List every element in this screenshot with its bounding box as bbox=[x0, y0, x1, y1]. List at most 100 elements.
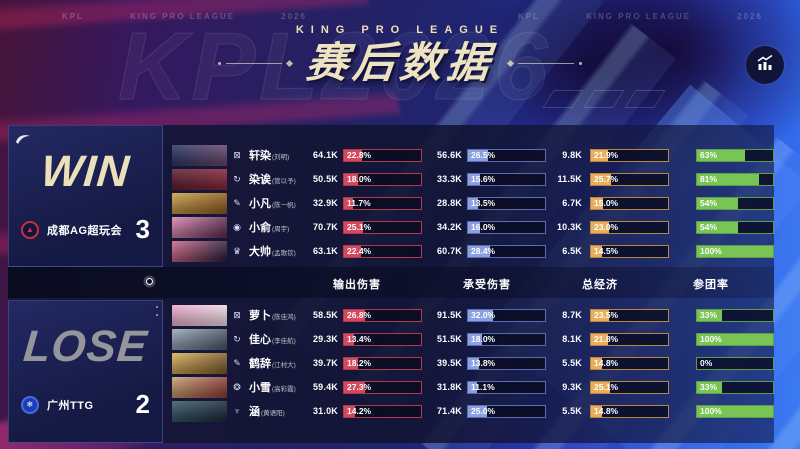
page-header: KING PRO LEAGUE 赛后数据 bbox=[0, 24, 800, 86]
economy-value: 11.5K bbox=[557, 174, 582, 184]
stats-chart-button[interactable] bbox=[746, 46, 784, 84]
hero-portrait bbox=[172, 352, 227, 374]
damage-taken-value: 71.4K bbox=[436, 406, 462, 416]
player-row: ◉ 小俞(周宇) 70.7K 25.1% 34.2K 16.0% 10.3K 2… bbox=[8, 215, 774, 239]
damage-taken-bar: 28.4% bbox=[467, 244, 546, 258]
damage-out-bar: 26.8% bbox=[343, 308, 422, 322]
role-icon: ◉ bbox=[233, 222, 241, 232]
economy-bar: 14.8% bbox=[590, 404, 669, 418]
player-row: ↻ 佳心(李佳航) 29.3K 13.4% 51.5K 18.0% 8.1K 2… bbox=[8, 327, 774, 351]
participation-bar: 81% bbox=[696, 172, 774, 186]
economy-value: 9.3K bbox=[562, 382, 582, 392]
damage-out-value: 50.5K bbox=[312, 174, 338, 184]
bullet-ring-icon bbox=[146, 278, 153, 285]
damage-out-bar: 27.3% bbox=[343, 380, 422, 394]
column-economy: 总经济 bbox=[582, 279, 618, 291]
team-logo-ttg: ❄ bbox=[21, 395, 39, 414]
damage-taken-bar: 16.0% bbox=[467, 220, 546, 234]
top-strip-left: KPL KING PRO LEAGUE 2026 bbox=[62, 12, 307, 21]
player-name: 鹤辞(江村大) bbox=[249, 358, 296, 370]
player-row: ⊠ 轩染(刘明) 64.1K 22.8% 56.6K 26.5% 9.8K 21… bbox=[8, 143, 774, 167]
participation-bar: 33% bbox=[696, 380, 774, 394]
hero-portrait bbox=[172, 192, 227, 214]
participation-bar: 54% bbox=[696, 196, 774, 210]
winner-player-rows: ⊠ 轩染(刘明) 64.1K 22.8% 56.6K 26.5% 9.8K 21… bbox=[8, 143, 774, 263]
economy-value: 6.5K bbox=[562, 246, 582, 256]
participation-bar: 54% bbox=[696, 220, 774, 234]
damage-taken-bar: 18.0% bbox=[467, 332, 546, 346]
player-name: 染诶(管以予) bbox=[249, 174, 296, 186]
role-icon: ↻ bbox=[233, 334, 241, 344]
role-icon: ✎ bbox=[233, 358, 241, 368]
decor-dot bbox=[156, 306, 158, 308]
brush-swirl-icon bbox=[15, 132, 31, 150]
role-icon: ↻ bbox=[233, 174, 241, 184]
team-logo-ag: ▲ bbox=[21, 220, 39, 239]
column-damage-taken: 承受伤害 bbox=[463, 279, 511, 291]
role-icon: ⊠ bbox=[233, 150, 241, 160]
economy-value: 8.1K bbox=[562, 334, 582, 344]
damage-out-value: 70.7K bbox=[312, 222, 338, 232]
player-name: 小凡(陈一帆) bbox=[249, 198, 296, 210]
hero-portrait bbox=[172, 216, 227, 238]
damage-taken-value: 33.3K bbox=[436, 174, 462, 184]
economy-value: 6.7K bbox=[562, 198, 582, 208]
column-header-band: 输出伤害 承受伤害 总经济 参团率 bbox=[8, 267, 774, 298]
damage-out-value: 59.4K bbox=[312, 382, 338, 392]
economy-value: 8.7K bbox=[562, 310, 582, 320]
economy-bar: 21.8% bbox=[590, 332, 669, 346]
participation-bar: 100% bbox=[696, 332, 774, 346]
player-name: 小俞(周宇) bbox=[249, 222, 290, 234]
damage-out-value: 63.1K bbox=[312, 246, 338, 256]
damage-taken-value: 91.5K bbox=[436, 310, 462, 320]
parallelogram-decor bbox=[542, 90, 666, 108]
economy-bar: 25.1% bbox=[590, 380, 669, 394]
hero-portrait bbox=[172, 328, 227, 350]
stats-panel: WIN ▲ 成都AG超玩会 3 LOSE ❄ 广州TTG 2 输出伤害 承受伤害… bbox=[8, 125, 774, 443]
team-score: 3 bbox=[135, 214, 150, 244]
role-icon: ♆ bbox=[233, 406, 241, 416]
damage-taken-bar: 15.6% bbox=[467, 172, 546, 186]
damage-taken-bar: 25.0% bbox=[467, 404, 546, 418]
damage-taken-bar: 32.0% bbox=[467, 308, 546, 322]
column-damage-out: 输出伤害 bbox=[333, 279, 381, 291]
decor-dot bbox=[156, 314, 158, 316]
player-name: 轩染(刘明) bbox=[249, 150, 290, 162]
team-score: 2 bbox=[135, 389, 150, 419]
player-name: 萝卜(陈佳鸿) bbox=[249, 310, 296, 322]
role-icon: ❂ bbox=[233, 382, 241, 392]
economy-bar: 25.7% bbox=[590, 172, 669, 186]
player-name: 佳心(李佳航) bbox=[249, 334, 296, 346]
loser-team-card: LOSE ❄ 广州TTG 2 bbox=[8, 300, 163, 443]
hero-portrait bbox=[172, 240, 227, 262]
hero-portrait bbox=[172, 144, 227, 166]
damage-out-bar: 11.7% bbox=[343, 196, 422, 210]
damage-out-value: 58.5K bbox=[312, 310, 338, 320]
economy-value: 9.8K bbox=[562, 150, 582, 160]
economy-bar: 14.8% bbox=[590, 356, 669, 370]
player-name: 大帅(孟歌钦) bbox=[249, 246, 296, 258]
hero-portrait bbox=[172, 376, 227, 398]
player-name: 涵(黄语阳) bbox=[249, 406, 285, 418]
participation-bar: 33% bbox=[696, 308, 774, 322]
hero-portrait bbox=[172, 400, 227, 422]
damage-out-bar: 13.4% bbox=[343, 332, 422, 346]
player-row: ✎ 小凡(陈一帆) 32.9K 11.7% 28.8K 13.5% 6.7K 1… bbox=[8, 191, 774, 215]
economy-bar: 21.9% bbox=[590, 148, 669, 162]
damage-out-bar: 18.0% bbox=[343, 172, 422, 186]
column-participation: 参团率 bbox=[693, 279, 729, 291]
participation-bar: 63% bbox=[696, 148, 774, 162]
damage-out-bar: 14.2% bbox=[343, 404, 422, 418]
damage-taken-value: 56.6K bbox=[436, 150, 462, 160]
damage-taken-value: 31.8K bbox=[436, 382, 462, 392]
winner-team-card: WIN ▲ 成都AG超玩会 3 bbox=[8, 125, 163, 267]
league-label: KING PRO LEAGUE bbox=[295, 24, 505, 36]
hero-portrait bbox=[172, 304, 227, 326]
player-row: ⊠ 萝卜(陈佳鸿) 58.5K 26.8% 91.5K 32.0% 8.7K 2… bbox=[8, 303, 774, 327]
player-row: ♆ 涵(黄语阳) 31.0K 14.2% 71.4K 25.0% 5.5K 14… bbox=[8, 399, 774, 423]
hero-portrait bbox=[172, 168, 227, 190]
damage-taken-bar: 13.8% bbox=[467, 356, 546, 370]
damage-taken-bar: 11.1% bbox=[467, 380, 546, 394]
damage-out-value: 64.1K bbox=[312, 150, 338, 160]
